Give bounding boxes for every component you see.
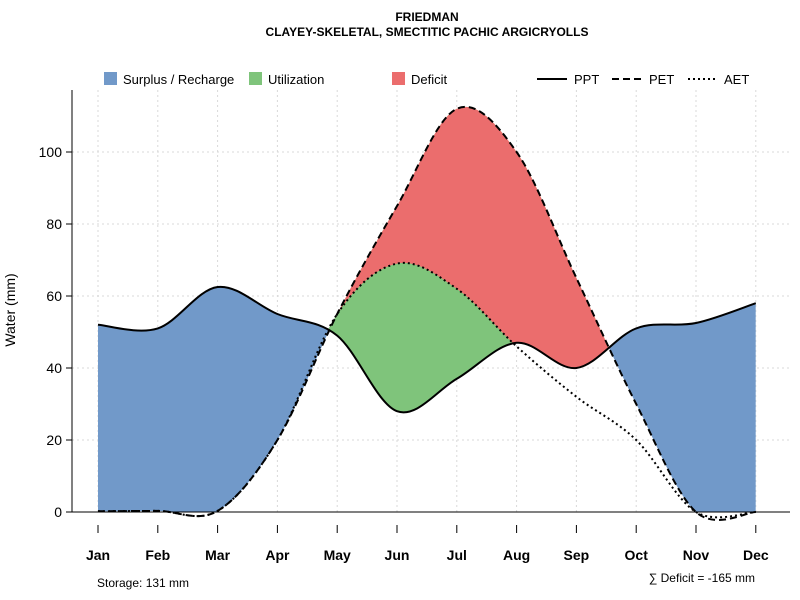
surplus-recharge-area [98,286,756,512]
y-tick-label: 100 [39,144,63,160]
x-tick-label-apr: Apr [265,547,290,563]
legend-label-deficit: Deficit [411,72,448,87]
chart-title: FRIEDMAN [395,10,458,24]
chart-subtitle: CLAYEY-SKELETAL, SMECTITIC PACHIC ARGICR… [266,25,589,39]
x-tick-label-jun: Jun [385,547,410,563]
aet-line [97,261,756,519]
y-tick-label: 20 [46,432,62,448]
x-tick-label-jan: Jan [86,547,110,563]
legend-label-aet: AET [724,72,749,87]
x-tick-label-nov: Nov [683,547,710,563]
x-tick-label-dec: Dec [743,547,769,563]
legend: Surplus / Recharge Utilization Deficit P… [104,72,749,87]
deficit-annotation: ∑ Deficit = -165 mm [649,571,755,585]
y-tick-label: 40 [46,360,62,376]
y-axis-label: Water (mm) [2,273,18,346]
legend-swatch-surplus [104,72,117,85]
utilization-area-aet [98,262,756,413]
y-tick-label: 80 [46,216,62,232]
x-tick-label-jul: Jul [447,547,467,563]
x-ticks: Jan Feb Mar Apr May Jun Jul Aug Sep Oct Nov Dec [86,525,769,563]
ppt-line [97,285,757,414]
x-tick-label-aug: Aug [503,547,530,563]
pet-line [97,106,756,521]
legend-label-surplus: Surplus / Recharge [123,72,234,87]
y-tick-label: 0 [54,504,62,520]
x-tick-label-sep: Sep [564,547,590,563]
legend-label-pet: PET [649,72,674,87]
x-tick-label-mar: Mar [205,547,230,563]
x-tick-label-feb: Feb [145,547,170,563]
x-tick-label-oct: Oct [625,547,649,563]
legend-label-ppt: PPT [574,72,599,87]
legend-swatch-deficit [392,72,405,85]
y-tick-label: 60 [46,288,62,304]
legend-swatch-utilization [249,72,262,85]
y-ticks: 0 20 40 60 80 100 [39,144,72,520]
x-tick-label-may: May [324,547,351,563]
storage-annotation: Storage: 131 mm [97,576,189,590]
legend-label-utilization: Utilization [268,72,324,87]
